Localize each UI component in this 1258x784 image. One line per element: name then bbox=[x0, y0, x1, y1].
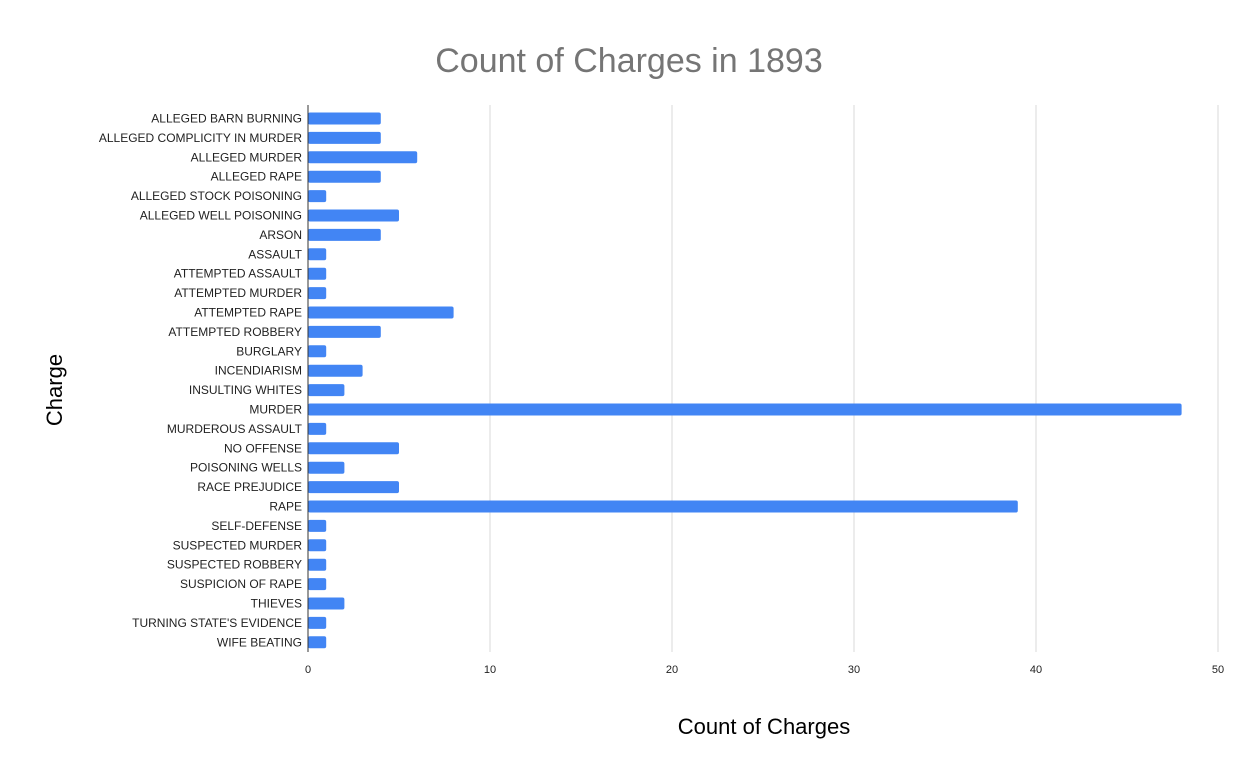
bar[interactable] bbox=[308, 636, 327, 649]
y-axis-title: Charge bbox=[42, 354, 67, 426]
category-label: INSULTING WHITES bbox=[189, 383, 302, 397]
category-label: SELF-DEFENSE bbox=[211, 519, 302, 533]
category-label: TURNING STATE'S EVIDENCE bbox=[132, 616, 302, 630]
category-label: ATTEMPTED ROBBERY bbox=[168, 325, 302, 339]
bar[interactable] bbox=[308, 403, 1182, 416]
category-label: MURDER bbox=[249, 403, 302, 417]
gridlines bbox=[489, 105, 1219, 652]
bar[interactable] bbox=[308, 345, 327, 358]
category-label: ALLEGED WELL POISONING bbox=[140, 209, 302, 223]
bar[interactable] bbox=[308, 248, 327, 261]
bar[interactable] bbox=[308, 325, 381, 338]
category-label: ASSAULT bbox=[248, 247, 302, 261]
bar[interactable] bbox=[308, 131, 381, 144]
bar[interactable] bbox=[308, 112, 381, 125]
bar[interactable] bbox=[308, 578, 327, 591]
category-label: POISONING WELLS bbox=[190, 461, 302, 475]
bar[interactable] bbox=[308, 287, 327, 300]
x-tick-labels: 0 10 20 30 40 50 bbox=[305, 664, 1224, 676]
x-tick-label: 20 bbox=[666, 664, 678, 676]
bar[interactable] bbox=[308, 500, 1018, 513]
category-label: INCENDIARISM bbox=[215, 364, 302, 378]
bar[interactable] bbox=[308, 267, 327, 280]
x-tick-label: 50 bbox=[1212, 664, 1224, 676]
bar[interactable] bbox=[308, 519, 327, 532]
category-label: THIEVES bbox=[251, 597, 302, 611]
category-label: ALLEGED MURDER bbox=[191, 150, 303, 164]
category-label: SUSPECTED ROBBERY bbox=[167, 558, 302, 572]
bar[interactable] bbox=[308, 190, 327, 203]
bar[interactable] bbox=[308, 461, 345, 474]
category-label: ATTEMPTED ASSAULT bbox=[174, 267, 303, 281]
category-label: RAPE bbox=[269, 500, 302, 514]
bar[interactable] bbox=[308, 616, 327, 629]
bar[interactable] bbox=[308, 384, 345, 397]
category-label: WIFE BEATING bbox=[217, 635, 302, 649]
category-label: RACE PREJUDICE bbox=[197, 480, 302, 494]
bar[interactable] bbox=[308, 306, 454, 319]
bars bbox=[308, 112, 1182, 649]
category-label: ATTEMPTED RAPE bbox=[194, 306, 302, 320]
bar[interactable] bbox=[308, 170, 381, 183]
x-tick-label: 40 bbox=[1030, 664, 1042, 676]
chart-title: Count of Charges in 1893 bbox=[435, 42, 822, 80]
category-label: ALLEGED COMPLICITY IN MURDER bbox=[99, 131, 302, 145]
bar[interactable] bbox=[308, 558, 327, 571]
bar[interactable] bbox=[308, 442, 399, 455]
category-label: MURDEROUS ASSAULT bbox=[167, 422, 303, 436]
bar[interactable] bbox=[308, 151, 418, 164]
category-label: ARSON bbox=[259, 228, 302, 242]
bar[interactable] bbox=[308, 539, 327, 552]
x-tick-label: 30 bbox=[848, 664, 860, 676]
category-label: NO OFFENSE bbox=[224, 441, 302, 455]
x-tick-label: 0 bbox=[305, 664, 311, 676]
category-label: SUSPECTED MURDER bbox=[173, 538, 303, 552]
category-label: ALLEGED BARN BURNING bbox=[151, 112, 302, 126]
category-label: ATTEMPTED MURDER bbox=[174, 286, 302, 300]
x-axis-title: Count of Charges bbox=[678, 714, 850, 739]
bar[interactable] bbox=[308, 481, 399, 494]
category-label: ALLEGED RAPE bbox=[211, 170, 302, 184]
bar[interactable] bbox=[308, 209, 399, 222]
category-label: ALLEGED STOCK POISONING bbox=[131, 189, 302, 203]
bar[interactable] bbox=[308, 597, 345, 610]
category-label: SUSPICION OF RAPE bbox=[180, 577, 302, 591]
category-labels: ALLEGED BARN BURNING ALLEGED COMPLICITY I… bbox=[99, 112, 303, 650]
x-tick-label: 10 bbox=[484, 664, 496, 676]
bar[interactable] bbox=[308, 364, 363, 377]
category-label: BURGLARY bbox=[236, 344, 302, 358]
bar[interactable] bbox=[308, 422, 327, 435]
bar[interactable] bbox=[308, 228, 381, 241]
